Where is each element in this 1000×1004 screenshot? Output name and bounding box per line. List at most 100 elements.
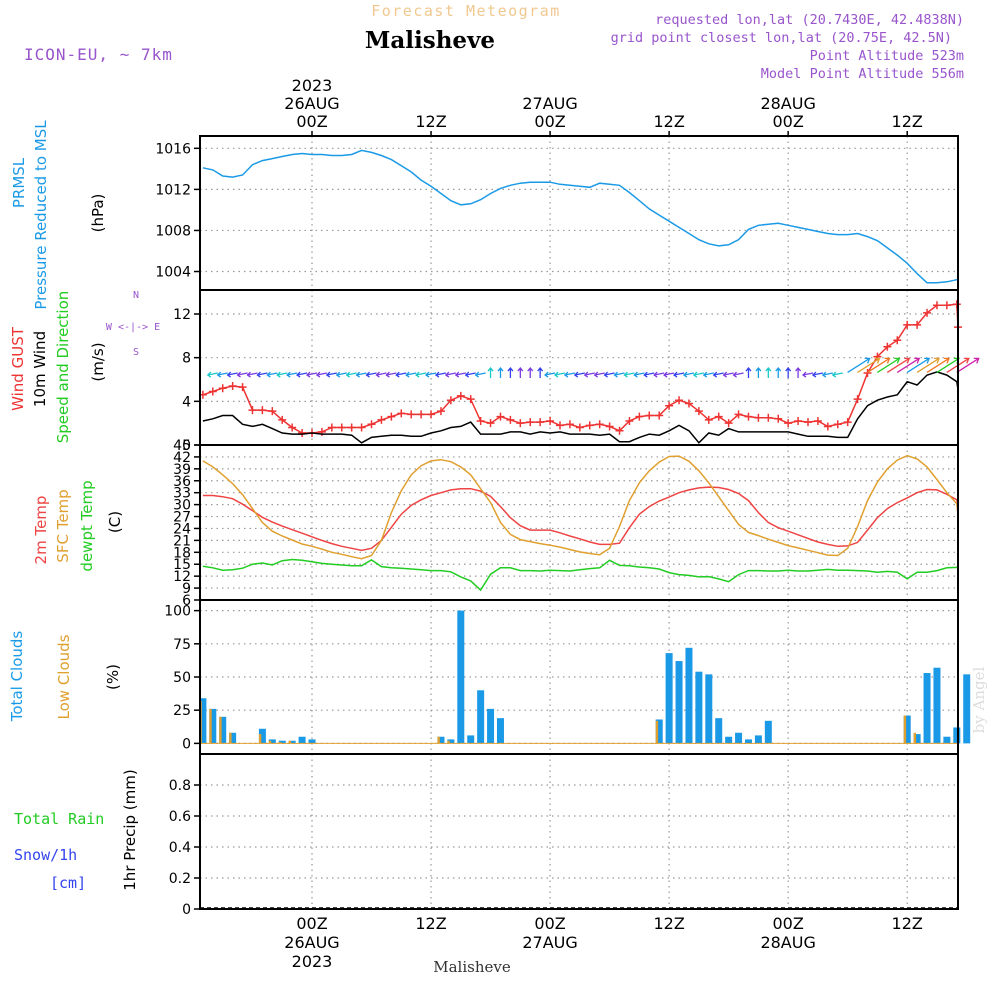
wind-arrow	[623, 371, 635, 378]
total-cloud-bar	[923, 673, 931, 744]
total-cloud-bar	[298, 736, 306, 744]
plot-layer: 1004100810121016048126912151821242730333…	[155, 76, 980, 971]
wind-arrow	[603, 371, 615, 378]
gust-marker	[764, 413, 773, 422]
gust-marker	[675, 396, 684, 405]
gust-marker	[645, 411, 654, 420]
y-tick-label: 1016	[155, 141, 191, 157]
gust-marker	[427, 410, 436, 419]
y-tick-label: 6	[182, 593, 191, 609]
y-tick-label: 42	[173, 450, 191, 466]
wind-arrow	[286, 371, 298, 378]
top-time-label: 26AUG	[284, 94, 339, 113]
series-2m-temp	[202, 486, 959, 552]
model-altitude: Model Point Altitude 556m	[761, 66, 964, 82]
gust-marker	[843, 418, 852, 427]
wind-arrow	[415, 371, 427, 378]
pressure-labels: PRMSL Pressure Reduced to MSL (hPa)	[10, 120, 107, 310]
gust-marker	[853, 395, 862, 404]
gust-marker	[407, 410, 416, 419]
top-time-label: 27AUG	[522, 94, 577, 113]
wind-arrow	[507, 367, 514, 379]
top-time-label: 12Z	[653, 112, 684, 131]
y-tick-label: 33	[173, 486, 191, 502]
y-tick-label: 0	[182, 902, 191, 918]
total-cloud-bar	[665, 653, 673, 744]
wind-arrow	[296, 371, 308, 378]
y-tick-label: 24	[173, 521, 191, 537]
gust-marker	[595, 420, 604, 429]
total-cloud-bar	[933, 667, 941, 744]
wind-arrow	[305, 371, 318, 378]
wind-arrow	[544, 371, 556, 378]
gust-marker	[833, 420, 842, 429]
wind-arrow	[206, 371, 218, 378]
gust-marker	[516, 419, 525, 428]
gust-marker	[704, 415, 713, 424]
panel-frame	[199, 135, 959, 291]
panel-frame	[199, 753, 959, 910]
y-tick-label: 12	[173, 569, 191, 585]
wind-unit: (m/s)	[89, 342, 107, 381]
wind-arrow	[325, 371, 337, 378]
precip-labels: Total Rain Snow/1h [cm] 1hr Precip (mm)	[14, 769, 139, 892]
wind-arrow	[593, 371, 605, 378]
gust-marker	[774, 414, 783, 423]
wind-arrow	[246, 371, 258, 378]
y-tick-label: 0.2	[169, 871, 191, 887]
gust-marker	[367, 420, 376, 429]
wind-arrow	[643, 371, 655, 378]
compass-north: N	[133, 290, 139, 301]
cloud-label-low: Low Clouds	[55, 634, 73, 719]
wind-arrow	[517, 367, 524, 379]
wind-arrow	[385, 371, 397, 378]
cloud-label-total: Total Clouds	[8, 631, 26, 723]
wind-label-gust: Wind GUST	[9, 326, 27, 411]
gust-marker	[932, 301, 941, 310]
total-cloud-bar	[685, 647, 693, 744]
wind-arrow	[847, 357, 871, 373]
wind-arrow	[434, 371, 447, 378]
wind-arrow	[831, 371, 843, 378]
wind-arrow	[682, 371, 695, 378]
gust-marker	[942, 301, 951, 310]
gust-marker	[863, 368, 872, 377]
gust-marker	[684, 399, 693, 408]
gust-marker	[436, 407, 445, 416]
gust-marker	[268, 407, 277, 416]
y-tick-label: 4	[182, 394, 191, 410]
gust-marker	[615, 426, 624, 435]
total-cloud-bar	[953, 727, 961, 744]
y-tick-label: 0.6	[169, 809, 191, 825]
gust-marker	[794, 416, 803, 425]
bottom-time-label: 28AUG	[760, 933, 815, 952]
gust-marker	[456, 391, 465, 400]
wind-arrow	[454, 371, 466, 378]
y-tick-label: 0	[182, 736, 191, 752]
requested-coords: requested lon,lat (20.7430E, 42.4838N)	[655, 12, 964, 28]
y-tick-label: 50	[173, 670, 191, 686]
gust-marker	[228, 382, 237, 391]
gust-marker	[327, 423, 336, 432]
model-label: ICON-EU, ~ 7km	[24, 45, 173, 64]
cloud-labels: Total Clouds Low Clouds (%)	[8, 631, 122, 723]
wind-arrow	[663, 371, 675, 378]
low-cloud-bar	[437, 736, 440, 744]
gust-marker	[665, 401, 674, 410]
temp-unit: (C)	[106, 511, 124, 533]
y-tick-label: 1012	[155, 182, 191, 198]
precip-unit: 1hr Precip (mm)	[121, 769, 139, 890]
wind-arrow	[613, 371, 625, 378]
total-cloud-bar	[308, 739, 316, 744]
gust-marker	[357, 423, 366, 432]
gust-marker	[655, 411, 664, 420]
wind-arrow	[722, 371, 734, 378]
gust-marker	[585, 421, 594, 430]
low-cloud-bar	[447, 740, 450, 744]
gust-marker	[724, 419, 733, 428]
pressure-label-desc: Pressure Reduced to MSL	[32, 120, 50, 310]
top-time-label: 12Z	[415, 112, 446, 131]
gust-marker	[923, 308, 932, 317]
